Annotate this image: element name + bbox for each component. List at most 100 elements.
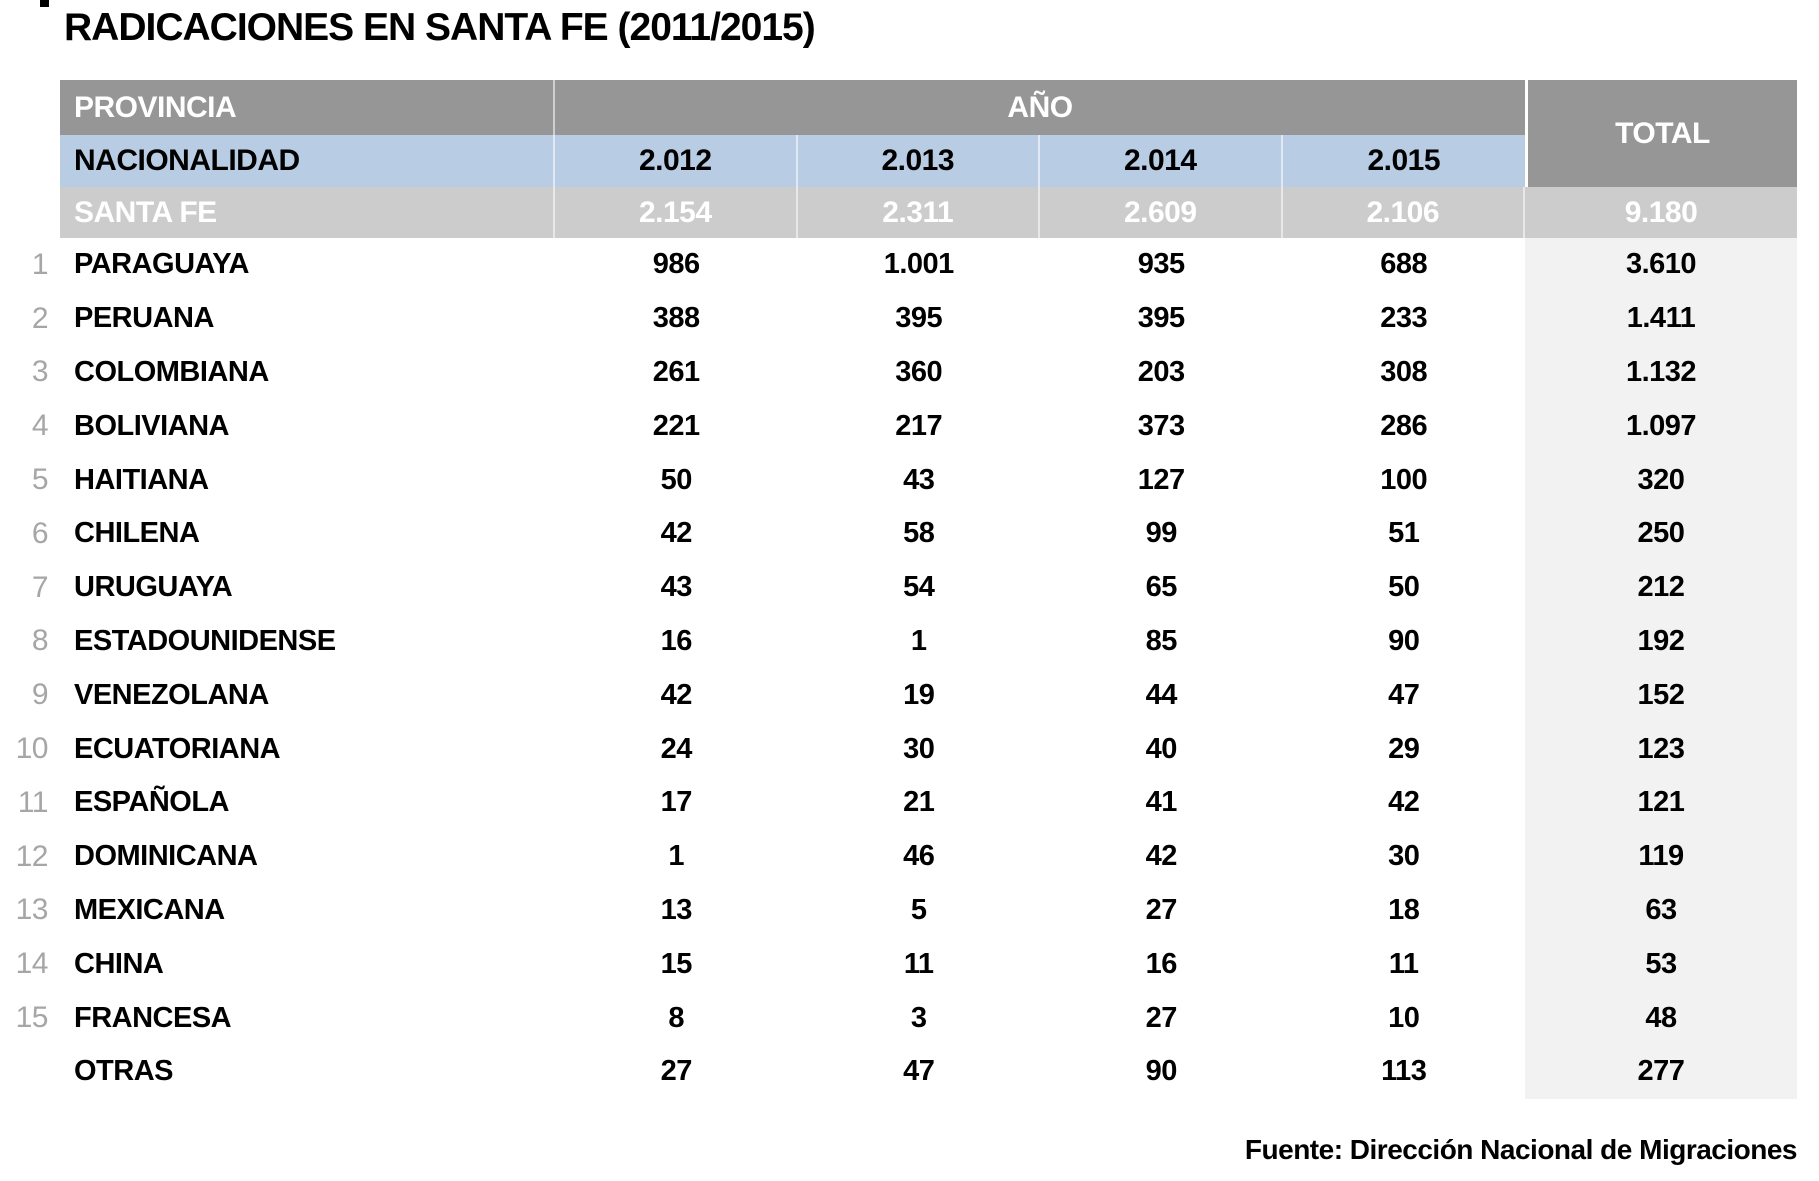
- year-value: 373: [1137, 409, 1185, 442]
- header-year-2015: 2.015: [1282, 135, 1525, 187]
- nationality-label: URUGUAYA: [74, 571, 233, 604]
- nationality-label: FRANCESA: [74, 1001, 232, 1034]
- rank-gutter: [0, 187, 60, 238]
- year-value: 395: [1137, 302, 1185, 335]
- year-value: 935: [1137, 248, 1185, 281]
- year-value: 1: [668, 840, 685, 873]
- year-value: 16: [660, 624, 693, 657]
- row-rank: [0, 1045, 60, 1099]
- summary-row-santafe: SANTA FE 2.154 2.311 2.609 2.106 9.180: [0, 187, 1797, 238]
- total-value: 48: [1525, 991, 1797, 1045]
- year-value: 90: [1145, 1055, 1178, 1088]
- year-value: 1: [910, 624, 927, 657]
- table-row: 12 DOMINICANA 1 46 42 30 119: [0, 829, 1797, 884]
- year-value: 30: [1388, 840, 1420, 873]
- year-value: 29: [1388, 732, 1420, 765]
- year-value: 27: [1145, 1001, 1178, 1034]
- header-ano: AÑO: [555, 80, 1525, 135]
- header-year-2013: 2.013: [797, 135, 1040, 187]
- total-value: 63: [1525, 883, 1797, 938]
- year-value: 41: [1145, 786, 1178, 819]
- year-value: 100: [1380, 463, 1428, 496]
- year-value: 10: [1388, 1001, 1420, 1034]
- table-row: 14 CHINA 15 11 16 11 53: [0, 937, 1797, 992]
- year-value: 43: [660, 571, 693, 604]
- header-provincia: PROVINCIA: [60, 80, 555, 135]
- row-rank: 3: [31, 355, 49, 389]
- year-value: 51: [1388, 517, 1420, 550]
- summary-value-2014: 2.609: [1040, 187, 1283, 238]
- nationality-label: COLOMBIANA: [74, 355, 269, 388]
- year-value: 50: [1388, 571, 1420, 604]
- table-row: 7 URUGUAYA 43 54 65 50 212: [0, 560, 1797, 615]
- source-note: Fuente: Dirección Nacional de Migracione…: [1244, 1134, 1798, 1165]
- table-body: 1 PARAGUAYA 986 1.001 935 688 3.610 2 PERUANA 388…: [0, 238, 1797, 1099]
- nationality-label: PERUANA: [74, 302, 214, 335]
- year-value: 286: [1380, 409, 1428, 442]
- year-value: 85: [1145, 624, 1178, 657]
- year-value: 11: [903, 947, 934, 980]
- year-value: 395: [895, 302, 943, 335]
- year-value: 42: [660, 517, 693, 550]
- total-value: 1.132: [1525, 345, 1797, 400]
- year-value: 27: [1145, 893, 1178, 926]
- year-value: 47: [903, 1055, 935, 1088]
- row-rank: 10: [15, 732, 49, 766]
- summary-total: 9.180: [1525, 187, 1797, 238]
- year-value: 1.001: [883, 248, 955, 281]
- year-value: 15: [660, 947, 693, 980]
- table-row: 2 PERUANA 388 395 395 233 1.411: [0, 291, 1797, 346]
- year-value: 19: [903, 678, 935, 711]
- table-row: 10 ECUATORIANA 24 30 40 29 123: [0, 722, 1797, 776]
- nationality-label: ESPAÑOLA: [74, 786, 229, 819]
- total-value: 152: [1525, 668, 1797, 723]
- year-value: 221: [652, 409, 700, 442]
- year-value: 54: [903, 571, 935, 604]
- year-value: 44: [1145, 678, 1178, 711]
- total-value: 119: [1525, 829, 1797, 884]
- year-value: 58: [903, 517, 935, 550]
- nationality-label: HAITIANA: [74, 463, 209, 496]
- year-value: 42: [1388, 786, 1420, 819]
- year-value: 99: [1145, 517, 1178, 550]
- nationality-label: PARAGUAYA: [74, 248, 249, 281]
- year-value: 16: [1145, 947, 1178, 980]
- table-row: 4 BOLIVIANA 221 217 373 286 1.097: [0, 399, 1797, 454]
- total-value: 123: [1525, 722, 1797, 776]
- total-value: 320: [1525, 453, 1797, 507]
- year-value: 233: [1380, 302, 1428, 335]
- year-value: 203: [1137, 355, 1185, 388]
- year-value: 24: [660, 732, 693, 765]
- year-value: 388: [652, 302, 700, 335]
- nationality-label: CHINA: [74, 947, 164, 980]
- nationality-label: DOMINICANA: [74, 840, 258, 873]
- header-year-2014: 2.014: [1040, 135, 1283, 187]
- radicaciones-table: PROVINCIA AÑO NACIONALIDAD 2.012 2.013 2…: [0, 80, 1797, 1099]
- year-value: 27: [660, 1055, 693, 1088]
- year-value: 42: [1145, 840, 1178, 873]
- total-value: 250: [1525, 506, 1797, 561]
- row-rank: 1: [31, 247, 49, 281]
- year-value: 3: [910, 1001, 927, 1034]
- summary-value-2015: 2.106: [1282, 187, 1525, 238]
- row-rank: 9: [31, 678, 49, 712]
- row-rank: 8: [31, 624, 49, 658]
- year-value: 986: [652, 248, 700, 281]
- year-value: 18: [1388, 893, 1420, 926]
- total-value: 121: [1525, 775, 1797, 830]
- table-row: OTRAS 27 47 90 113 277: [0, 1044, 1797, 1099]
- nationality-label: VENEZOLANA: [74, 678, 269, 711]
- table-row: 5 HAITIANA 50 43 127 100 320: [0, 453, 1797, 507]
- table-header: PROVINCIA AÑO NACIONALIDAD 2.012 2.013 2…: [0, 80, 1797, 187]
- year-value: 21: [903, 786, 935, 819]
- total-value: 3.610: [1525, 238, 1797, 292]
- summary-value-2012: 2.154: [555, 187, 798, 238]
- rank-gutter: [0, 80, 60, 135]
- nationality-label: OTRAS: [74, 1055, 174, 1088]
- year-value: 65: [1145, 571, 1178, 604]
- row-rank: 6: [31, 516, 49, 550]
- summary-value-2013: 2.311: [797, 187, 1040, 238]
- year-value: 42: [660, 678, 693, 711]
- total-value: 277: [1525, 1044, 1797, 1099]
